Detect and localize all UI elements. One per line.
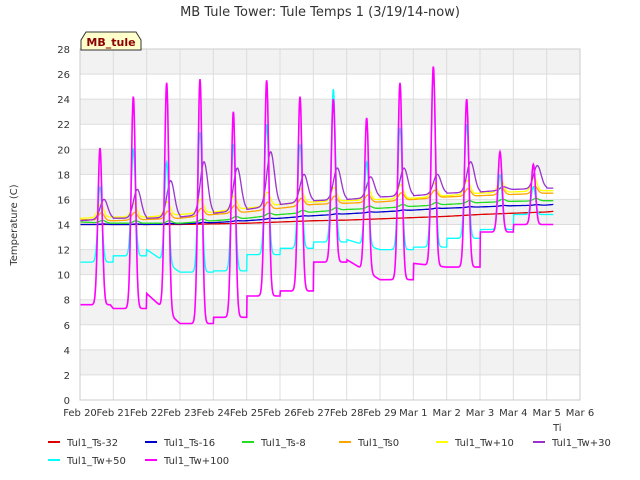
plot-band (80, 374, 580, 400)
series-line-tul1-tw-100 (80, 66, 554, 325)
y-tick-label: 28 (57, 45, 70, 56)
plot-band (80, 49, 580, 75)
plot-band (80, 124, 580, 150)
chart-title: MB Tule Tower: Tule Temps 1 (3/19/14-now… (180, 5, 460, 20)
y-tick-label: 24 (57, 95, 70, 106)
plot-band (80, 149, 580, 175)
y-tick-label: 2 (64, 371, 70, 382)
legend-label-tul1-tw-10: Tul1_Tw+10 (454, 438, 514, 449)
plot-band (80, 99, 580, 125)
y-tick-label: 22 (57, 120, 70, 131)
series-line-tul1-tw-50 (80, 73, 554, 273)
x-tick-label: Feb 28 (330, 408, 364, 419)
x-tick-label: Mar 2 (432, 408, 460, 419)
y-tick-label: 26 (57, 70, 70, 81)
series-line-tul1-tw-30 (80, 151, 554, 222)
x-tick-label: Feb 25 (230, 408, 264, 419)
plot-band (80, 349, 580, 375)
y-tick-label: 20 (57, 145, 70, 156)
legend-label-tul1-ts-8: Tul1_Ts-8 (260, 438, 306, 449)
x-tick-label: Feb 21 (97, 408, 131, 419)
x-tick-label: Mar 4 (499, 408, 527, 419)
x-tick-label: Feb 24 (197, 408, 231, 419)
legend-label-tul1-ts-32: Tul1_Ts-32 (66, 438, 118, 449)
x-tick-label: Mar 6 (566, 408, 594, 419)
plot-band (80, 274, 580, 300)
legend-label-tul1-ts0: Tul1_Ts0 (357, 438, 399, 449)
site-label: MB_tule (86, 36, 135, 49)
x-tick-label: Mar 1 (399, 408, 427, 419)
site-label-box: MB_tule (80, 31, 142, 51)
x-tick-label: Feb 20 (63, 408, 97, 419)
legend-label-tul1-ts-16: Tul1_Ts-16 (163, 438, 215, 449)
y-tick-label: 0 (64, 396, 70, 407)
legend-label-tul1-tw-30: Tul1_Tw+30 (551, 438, 611, 449)
plot-band (80, 74, 580, 100)
y-axis-label: Temperature (C) (9, 184, 20, 266)
y-tick-label: 16 (57, 195, 70, 206)
x-tick-label: Feb 23 (163, 408, 197, 419)
series-line-tul1-ts-16 (80, 203, 554, 226)
x-tick-label: Feb 27 (297, 408, 331, 419)
y-tick-label: 4 (64, 346, 70, 357)
plot-band (80, 299, 580, 325)
legend: Tul1_Ts-32 Tul1_Ts-16 Tul1_Ts-8 Tul1_Ts0 Tul… (48, 438, 611, 467)
series-line-tul1-ts-8 (80, 197, 554, 224)
y-tick-label: 12 (57, 246, 70, 257)
x-tick-label: Mar 3 (466, 408, 494, 419)
plot-band (80, 324, 580, 350)
x-tick-label: Mar 5 (532, 408, 560, 419)
x-tick-label: Feb 22 (130, 408, 164, 419)
x-tick-label: Feb 29 (363, 408, 397, 419)
series-line-tul1-ts0 (80, 185, 554, 222)
x-tick-label: Feb 26 (263, 408, 297, 419)
y-tick-label: 18 (57, 170, 70, 181)
plot-frame (79, 48, 581, 401)
axis-corner-label: Ti (552, 423, 562, 434)
y-tick-label: 14 (57, 221, 70, 232)
x-axis-ticks: Feb 20 Feb 21 Feb 22 Feb 23 Feb 24 Feb 25 Feb … (63, 408, 594, 419)
y-tick-label: 10 (57, 271, 70, 282)
y-tick-label: 6 (64, 321, 70, 332)
y-tick-label: 8 (64, 296, 70, 307)
legend-label-tul1-tw-50: Tul1_Tw+50 (66, 456, 126, 467)
plot-band (80, 249, 580, 275)
legend-label-tul1-tw-100: Tul1_Tw+100 (163, 456, 229, 467)
series-line-tul1-tw-10 (80, 176, 554, 219)
series-lines (80, 66, 554, 325)
